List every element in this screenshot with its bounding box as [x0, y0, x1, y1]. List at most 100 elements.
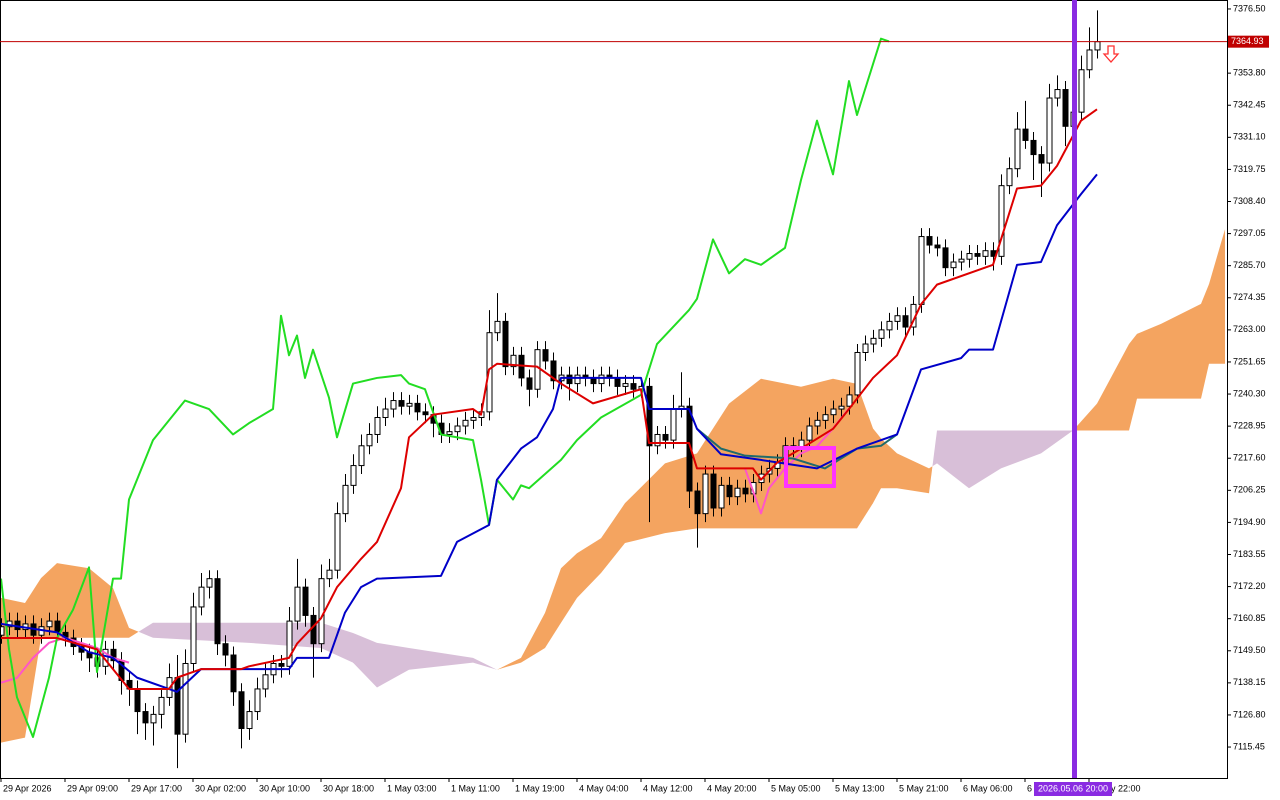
candle-body [158, 696, 165, 715]
candle-body [718, 484, 725, 509]
y-tick-label: 7217.60 [1233, 453, 1266, 463]
candle-body [174, 677, 181, 735]
candle-body [942, 247, 949, 269]
candle-body [1078, 69, 1085, 113]
candle-body [190, 606, 197, 664]
cloud-segment [249, 622, 321, 648]
candle-body [630, 383, 637, 390]
candle-body [814, 419, 821, 427]
y-tick-label: 7353.80 [1233, 68, 1266, 78]
cloud-segment [857, 383, 873, 529]
x-tick-label: 6 May 06:00 [963, 783, 1013, 793]
candle-body [902, 315, 909, 328]
cloud-segment [497, 657, 521, 670]
y-tick-label: 7319.75 [1233, 164, 1266, 174]
candle-body [550, 360, 557, 382]
candle-body [1022, 128, 1029, 141]
candle-body [1054, 89, 1061, 99]
candle-body [726, 484, 733, 498]
candle-body [574, 374, 581, 385]
candle-body [358, 445, 365, 467]
y-tick-label: 7115.45 [1233, 741, 1265, 751]
candle-body [598, 374, 605, 385]
candle-body [334, 513, 341, 571]
candle-body [238, 691, 245, 730]
candle-body [894, 315, 901, 322]
candle-body [390, 400, 397, 410]
cloud-segment [761, 378, 801, 529]
candle-body [1006, 168, 1013, 187]
y-tick-label: 7376.50 [1233, 3, 1266, 13]
x-tick-label: 29 Apr 17:00 [131, 783, 182, 793]
candle-body [374, 417, 381, 435]
cloud-segment [929, 466, 933, 494]
candle-body [846, 394, 853, 407]
cloud-segment [1209, 229, 1225, 364]
candle-body [262, 674, 269, 690]
y-tick-label: 7183.55 [1233, 549, 1266, 559]
candle-body [206, 578, 213, 588]
candle-body [542, 349, 549, 362]
cloud-segment [545, 568, 561, 648]
candle-body [310, 614, 317, 645]
candle-body [278, 662, 285, 667]
candle-body [510, 354, 517, 368]
candle-body [686, 405, 693, 492]
cloud-segment [601, 503, 625, 574]
sell-arrow [1102, 45, 1120, 63]
cloud-segment [897, 453, 929, 494]
candle-body [966, 253, 973, 260]
candle-body [494, 320, 501, 334]
candle-body [326, 569, 333, 580]
candle-body [998, 185, 1005, 257]
candle-body [710, 473, 717, 509]
candle-body [918, 236, 925, 305]
x-tick-label: 4 May 20:00 [707, 783, 757, 793]
candle-body [46, 620, 53, 628]
candle-body [0, 626, 5, 636]
candle-body [654, 433, 661, 447]
cloud-segment [1097, 344, 1129, 431]
cloud-segment [1129, 333, 1137, 431]
vertical-cursor-line [1072, 0, 1077, 778]
x-tick-label: 4 May 04:00 [579, 783, 629, 793]
cloud-segment [521, 612, 545, 663]
indicator-line [1, 108, 1098, 690]
cloud-segment [89, 568, 113, 638]
cloud-segment [129, 627, 139, 638]
candle-body [406, 402, 413, 407]
candle-body [982, 250, 989, 257]
x-tick-label: 5 May 05:00 [771, 783, 821, 793]
y-tick-label: 7228.95 [1233, 421, 1266, 431]
candle-body [878, 329, 885, 339]
candle-body [446, 431, 453, 435]
candle-body [462, 419, 469, 427]
candle-body [422, 411, 429, 416]
candle-body [1014, 128, 1021, 170]
candle-body [110, 648, 117, 662]
x-tick-label: 30 Apr 02:00 [195, 783, 246, 793]
candle-body [342, 484, 349, 515]
y-tick-label: 7331.10 [1233, 132, 1266, 142]
cloud-segment [138, 622, 153, 638]
cursor-time-box [1034, 782, 1112, 796]
cloud-segment [41, 563, 57, 638]
candle-body [734, 487, 741, 498]
y-tick-label: 7138.15 [1233, 677, 1266, 687]
cloud-segment [473, 657, 497, 670]
candle-body [246, 711, 253, 730]
candle-body [886, 320, 893, 331]
candle-body [838, 405, 845, 410]
candle-body [366, 433, 373, 447]
cloud-segment [577, 538, 601, 598]
candle-body [926, 236, 933, 246]
cloud-segment [1201, 284, 1209, 399]
cloud-segment [969, 430, 1001, 489]
current-price-label: 7364.93 [1231, 36, 1264, 46]
candle-body [470, 417, 477, 421]
cloud-segment [1137, 323, 1161, 399]
candle-body [742, 487, 749, 495]
x-tick-label: 4 May 12:00 [643, 783, 693, 793]
y-tick-label: 7194.90 [1233, 517, 1266, 527]
